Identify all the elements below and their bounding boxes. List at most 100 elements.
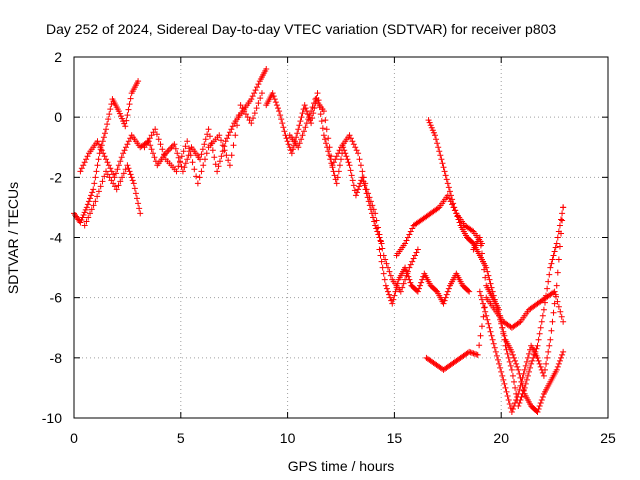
data-point [477,242,484,249]
data-point [547,264,554,271]
data-point [325,135,332,142]
data-point [376,246,383,253]
data-point [446,188,453,195]
data-point [215,163,222,170]
data-point [555,360,562,367]
grid-lines [74,57,608,418]
data-point [347,167,354,174]
data-point [309,104,316,111]
data-point [271,96,278,103]
data-point [379,264,386,271]
data-point [85,198,92,205]
data-point [193,173,200,180]
data-point [504,392,511,399]
data-point [449,201,456,208]
data-point [122,144,129,151]
data-point [321,136,328,143]
series-trace-f [286,96,421,295]
data-point [412,252,419,259]
data-point [352,144,359,151]
data-point [536,402,543,409]
data-point [187,152,194,159]
data-point [360,174,367,181]
data-point [367,198,374,205]
data-point [471,350,478,357]
data-point [383,285,390,292]
data-point [382,282,389,289]
data-point [390,296,397,303]
data-point [323,126,330,133]
data-point [314,90,321,97]
data-point [272,99,279,106]
data-point [269,90,276,97]
data-point [522,362,529,369]
data-point [478,323,485,330]
data-point [430,129,437,136]
data-point [541,366,548,373]
data-point [525,350,532,357]
data-point [83,218,90,225]
data-point [469,227,476,234]
data-point [135,78,142,85]
data-point [320,132,327,139]
data-point [355,186,362,193]
data-point [425,117,432,124]
data-point [216,158,223,165]
data-point [537,324,544,331]
data-point [444,288,451,295]
data-point [394,280,401,287]
data-point [295,144,302,151]
data-point [98,147,105,154]
data-point [558,313,565,320]
series-trace-e [263,90,385,247]
data-point [225,157,232,164]
data-point [485,320,492,327]
data-point [441,168,448,175]
data-point [431,132,438,139]
data-point [492,348,499,355]
data-point [550,252,557,259]
data-point [336,147,343,154]
data-point [478,250,485,257]
data-point [277,112,284,119]
data-point [512,357,519,364]
data-point [440,300,447,307]
data-point [91,180,98,187]
data-point [331,172,338,179]
data-point [346,132,353,139]
data-point [555,256,562,263]
data-point [534,342,541,349]
data-point [303,120,310,127]
data-point [104,121,111,128]
x-tick-label: 5 [177,430,185,446]
data-point [455,216,462,223]
data-point [306,112,313,119]
data-point [244,114,251,121]
data-point [104,159,111,166]
data-point [157,141,164,148]
data-point [440,164,447,171]
data-point [228,126,235,133]
data-point [234,122,241,129]
data-point [559,351,566,358]
data-point [302,124,309,131]
data-point [545,348,552,355]
data-point [439,160,446,167]
data-point [228,152,235,159]
data-point [535,357,542,364]
data-point [263,66,270,73]
data-point [141,144,148,151]
data-point [560,204,567,211]
data-point [397,288,404,295]
data-point [531,351,538,358]
data-point [349,138,356,145]
data-point [428,124,435,131]
data-point [253,105,260,112]
data-point [407,261,414,268]
data-point [295,126,302,133]
data-point [148,146,155,153]
data-point [498,368,505,375]
data-point [474,351,481,358]
data-point [241,108,248,115]
data-point [377,252,384,259]
